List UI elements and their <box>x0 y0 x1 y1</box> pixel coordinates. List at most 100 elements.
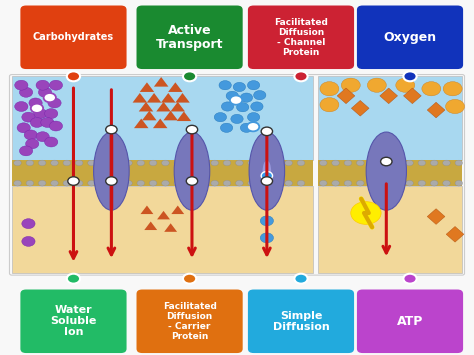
Circle shape <box>36 132 49 142</box>
Circle shape <box>240 123 253 132</box>
FancyBboxPatch shape <box>137 5 243 69</box>
Circle shape <box>75 160 83 166</box>
Polygon shape <box>156 102 171 111</box>
FancyBboxPatch shape <box>248 290 354 353</box>
FancyBboxPatch shape <box>248 5 354 69</box>
Circle shape <box>446 99 465 114</box>
Circle shape <box>430 180 438 186</box>
Circle shape <box>24 130 37 140</box>
Circle shape <box>106 125 117 134</box>
FancyBboxPatch shape <box>20 290 127 353</box>
Circle shape <box>63 160 71 166</box>
Circle shape <box>261 177 273 185</box>
Circle shape <box>34 109 47 119</box>
Circle shape <box>422 82 441 96</box>
Circle shape <box>231 114 243 124</box>
Text: Facilitated
Diffusion
- Carrier
Protein: Facilitated Diffusion - Carrier Protein <box>163 302 217 341</box>
Circle shape <box>443 180 450 186</box>
Text: Carbohydrates: Carbohydrates <box>33 32 114 42</box>
FancyBboxPatch shape <box>357 290 463 353</box>
Circle shape <box>183 71 196 81</box>
Circle shape <box>403 274 417 284</box>
Polygon shape <box>171 206 184 214</box>
Circle shape <box>254 91 266 100</box>
Circle shape <box>381 180 389 186</box>
Circle shape <box>211 160 219 166</box>
Circle shape <box>297 180 305 186</box>
Circle shape <box>29 98 42 108</box>
Circle shape <box>226 91 238 100</box>
Circle shape <box>199 180 206 186</box>
Circle shape <box>443 82 462 96</box>
FancyBboxPatch shape <box>318 160 462 186</box>
Circle shape <box>26 160 34 166</box>
Polygon shape <box>144 222 157 230</box>
Circle shape <box>367 78 386 92</box>
Circle shape <box>22 219 35 229</box>
Circle shape <box>14 180 21 186</box>
Circle shape <box>45 137 58 147</box>
Circle shape <box>230 95 242 105</box>
Circle shape <box>100 160 108 166</box>
Circle shape <box>248 180 255 186</box>
Circle shape <box>381 160 389 166</box>
Circle shape <box>186 177 198 185</box>
Circle shape <box>44 93 56 102</box>
Circle shape <box>351 202 381 224</box>
Polygon shape <box>427 209 445 224</box>
Circle shape <box>418 160 426 166</box>
Polygon shape <box>164 223 177 232</box>
Circle shape <box>381 157 392 166</box>
Circle shape <box>15 80 28 90</box>
Circle shape <box>186 125 198 134</box>
Circle shape <box>75 180 83 186</box>
Circle shape <box>38 180 46 186</box>
Circle shape <box>36 80 49 90</box>
Text: Active
Transport: Active Transport <box>156 23 223 51</box>
Polygon shape <box>427 102 445 118</box>
Circle shape <box>162 160 169 166</box>
Ellipse shape <box>366 132 406 210</box>
FancyBboxPatch shape <box>12 186 313 273</box>
Circle shape <box>455 180 463 186</box>
Circle shape <box>393 160 401 166</box>
Circle shape <box>251 102 263 111</box>
Polygon shape <box>154 77 168 87</box>
Circle shape <box>67 71 80 81</box>
Circle shape <box>149 160 157 166</box>
Circle shape <box>344 160 352 166</box>
Circle shape <box>149 180 157 186</box>
Circle shape <box>221 102 234 111</box>
Circle shape <box>19 87 33 97</box>
Circle shape <box>22 112 35 122</box>
Circle shape <box>199 160 206 166</box>
Circle shape <box>294 274 308 284</box>
Circle shape <box>137 180 145 186</box>
Polygon shape <box>140 206 154 214</box>
Circle shape <box>88 180 95 186</box>
Circle shape <box>22 236 35 246</box>
Circle shape <box>406 180 413 186</box>
Circle shape <box>220 123 233 132</box>
Circle shape <box>396 78 415 92</box>
Circle shape <box>38 160 46 166</box>
Text: Water
Soluble
Ion: Water Soluble Ion <box>50 305 97 338</box>
Circle shape <box>236 180 243 186</box>
Circle shape <box>260 160 268 166</box>
FancyBboxPatch shape <box>357 5 463 69</box>
Circle shape <box>406 160 413 166</box>
Circle shape <box>260 216 273 226</box>
Circle shape <box>38 87 52 97</box>
Polygon shape <box>164 111 178 120</box>
Circle shape <box>273 160 280 166</box>
Circle shape <box>369 160 376 166</box>
Circle shape <box>211 180 219 186</box>
Polygon shape <box>177 111 191 121</box>
Circle shape <box>236 160 243 166</box>
FancyBboxPatch shape <box>20 5 127 69</box>
FancyBboxPatch shape <box>137 290 243 353</box>
Circle shape <box>174 160 182 166</box>
Circle shape <box>332 160 339 166</box>
Polygon shape <box>351 100 369 116</box>
Circle shape <box>247 122 259 131</box>
